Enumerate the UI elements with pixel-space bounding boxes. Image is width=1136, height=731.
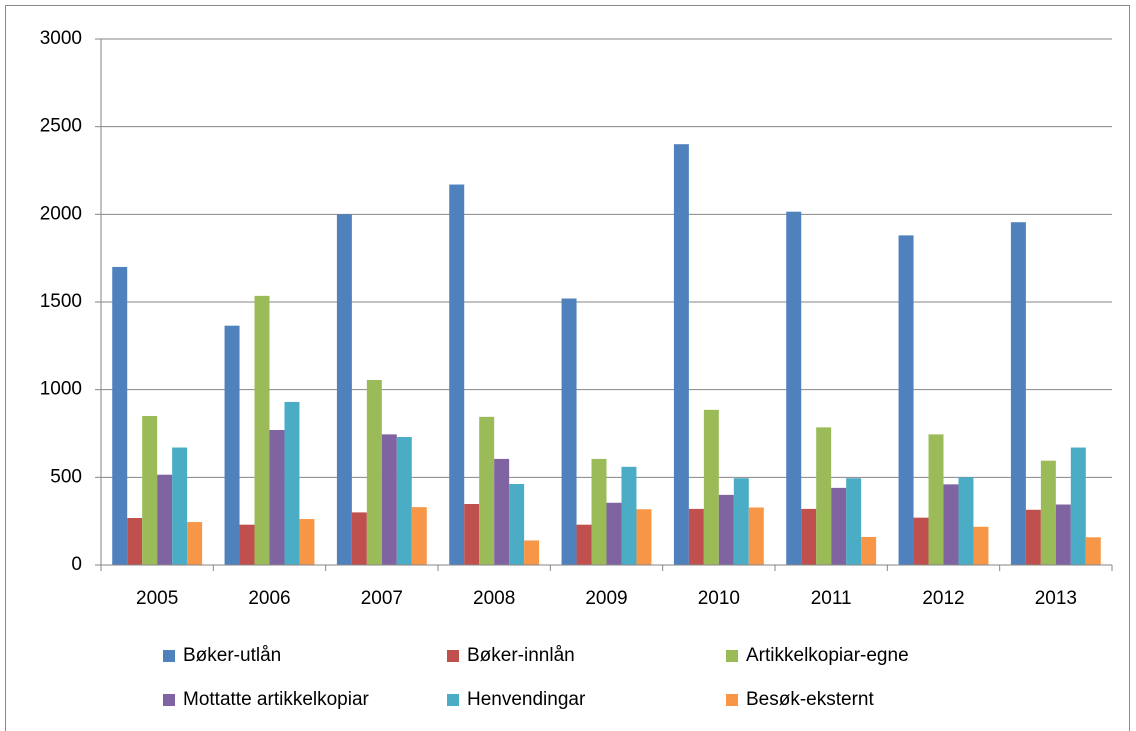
bar — [748, 507, 764, 565]
bar — [703, 409, 719, 565]
bar — [591, 458, 607, 565]
bar — [269, 429, 285, 565]
bar — [142, 415, 158, 565]
x-tick-label: 2010 — [698, 588, 740, 609]
x-tick-label: 2011 — [811, 588, 852, 609]
bar — [718, 494, 734, 565]
bar — [673, 144, 689, 565]
bar — [1070, 447, 1086, 565]
bar — [1025, 509, 1041, 565]
legend-label: Bøker-utlån — [183, 645, 281, 666]
x-tick-label: 2006 — [248, 588, 290, 609]
x-tick-label: 2012 — [922, 588, 964, 609]
legend-swatch — [447, 650, 459, 662]
bar — [1010, 222, 1026, 565]
x-tick-label: 2007 — [361, 588, 403, 609]
legend-label: Bøker-innlån — [467, 645, 575, 666]
bar — [576, 524, 592, 565]
legend-label: Mottatte artikkelkopiar — [183, 689, 370, 710]
bar — [112, 266, 128, 565]
bar — [733, 478, 749, 565]
y-tick-label: 0 — [71, 554, 82, 575]
bar — [898, 235, 914, 565]
legend-swatch — [163, 694, 175, 706]
bar — [187, 522, 203, 565]
legend-swatch — [726, 650, 738, 662]
bar — [861, 536, 877, 565]
bar — [816, 427, 832, 565]
bar — [1040, 460, 1056, 565]
legend-swatch — [163, 650, 175, 662]
legend-swatch — [726, 694, 738, 706]
bar — [1055, 504, 1071, 565]
bar — [509, 483, 525, 565]
bar — [621, 466, 637, 565]
bar — [479, 416, 495, 565]
bar — [846, 478, 862, 565]
bar — [299, 519, 315, 565]
legend-label: Besøk-eksternt — [746, 689, 874, 710]
y-tick-label: 1500 — [40, 291, 82, 312]
bar — [606, 502, 622, 565]
bar — [172, 447, 188, 565]
bar — [561, 298, 577, 565]
bar — [336, 214, 352, 566]
bar — [494, 458, 510, 565]
bar — [127, 518, 143, 565]
y-tick-label: 2000 — [40, 203, 82, 224]
y-tick-label: 500 — [50, 466, 82, 487]
bar — [524, 540, 540, 565]
bar — [973, 526, 989, 565]
x-tick-label: 2009 — [585, 588, 627, 609]
x-tick-label: 2005 — [136, 588, 178, 609]
bar — [786, 211, 802, 565]
bar — [943, 484, 959, 565]
y-tick-label: 3000 — [40, 28, 82, 49]
bar — [351, 512, 367, 565]
bar — [688, 508, 704, 565]
x-tick-label: 2013 — [1035, 588, 1077, 609]
bar — [1085, 537, 1101, 565]
bar — [449, 184, 465, 565]
bar — [913, 517, 929, 565]
legend-label: Artikkelkopiar-egne — [746, 645, 909, 666]
bar — [254, 295, 270, 565]
bar — [928, 434, 944, 565]
bar — [366, 380, 382, 565]
bar — [958, 477, 974, 565]
bar — [636, 509, 652, 565]
bar — [284, 401, 300, 565]
legend-swatch — [447, 694, 459, 706]
bar — [224, 325, 240, 565]
x-tick-label: 2008 — [473, 588, 515, 609]
bar — [157, 474, 173, 565]
bar — [411, 507, 427, 565]
bar — [396, 437, 412, 565]
bar — [801, 508, 817, 565]
bar — [464, 503, 480, 565]
legend-label: Henvendingar — [467, 689, 586, 710]
y-tick-label: 1000 — [40, 379, 82, 400]
y-tick-label: 2500 — [40, 116, 82, 137]
bar — [381, 434, 397, 565]
bar — [831, 487, 847, 565]
chart-frame — [5, 5, 1130, 731]
bar — [239, 524, 255, 565]
